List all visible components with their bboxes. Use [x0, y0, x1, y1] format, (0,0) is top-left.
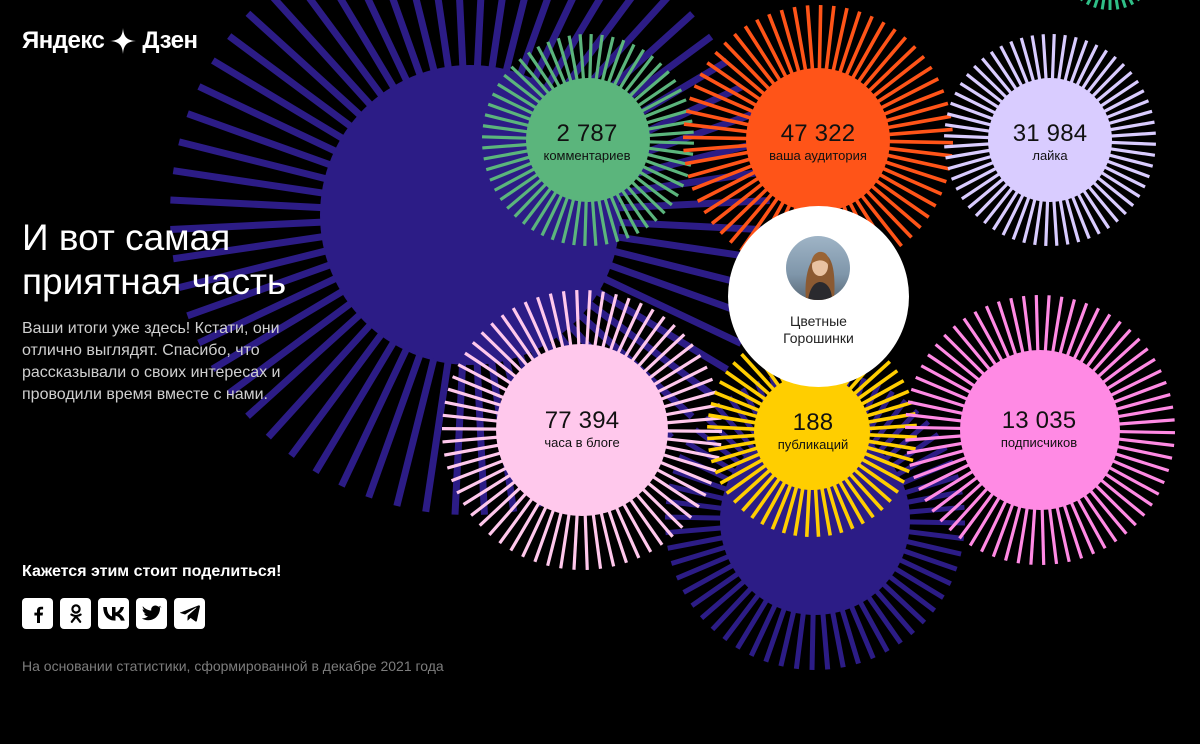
vk-icon: [102, 606, 125, 621]
share-buttons: [22, 598, 205, 629]
share-vk-button[interactable]: [98, 598, 129, 629]
footnote: На основании статистики, сформированной …: [22, 658, 444, 674]
stat-audience-value: 47 322: [780, 120, 856, 147]
stat-hours-label: часа в блоге: [544, 435, 620, 450]
yandex-zen-logo[interactable]: Яндекс Дзен: [22, 26, 198, 56]
stat-comments-value: 2 787: [556, 120, 618, 147]
profile-name-line2: Горошинки: [783, 330, 854, 346]
odnoklassniki-icon: [69, 603, 82, 623]
zen-star-icon: [110, 28, 137, 54]
logo-text-yandex: Яндекс: [22, 27, 105, 54]
stat-subscribers-value: 13 035: [1001, 407, 1077, 434]
teal-burst-corner: [1079, 0, 1141, 10]
profile-card: Цветные Горошинки: [728, 206, 909, 387]
profile-name-line1: Цветные: [790, 313, 847, 329]
avatar: [786, 236, 850, 300]
subscribers-burst: [904, 295, 1176, 565]
telegram-icon: [179, 605, 200, 622]
stat-hours: 77 394 часа в блоге: [497, 407, 667, 451]
intro-text: Ваши итоги уже здесь! Кстати, они отличн…: [22, 320, 281, 403]
facebook-icon: [33, 606, 43, 623]
logo-text-zen: Дзен: [142, 27, 198, 54]
page-headline: И вот самая приятная часть: [22, 217, 287, 302]
stat-likes-value: 31 984: [1012, 120, 1088, 147]
stat-publications: 188 публикаций: [728, 409, 898, 453]
share-twitter-button[interactable]: [136, 598, 167, 629]
stat-likes: 31 984 лайка: [965, 120, 1135, 164]
stat-comments: 2 787 комментариев: [502, 120, 672, 164]
profile-name: Цветные Горошинки: [728, 313, 909, 347]
stat-likes-label: лайка: [1032, 148, 1068, 163]
stat-publications-label: публикаций: [777, 437, 849, 452]
stat-publications-value: 188: [792, 409, 834, 436]
publications-burst: [707, 327, 917, 537]
share-odnoklassniki-button[interactable]: [60, 598, 91, 629]
stat-audience-label: ваша аудитория: [769, 148, 867, 163]
share-facebook-button[interactable]: [22, 598, 53, 629]
stat-hours-value: 77 394: [544, 407, 620, 434]
stat-subscribers: 13 035 подписчиков: [954, 407, 1124, 451]
stat-audience: 47 322 ваша аудитория: [733, 120, 903, 164]
hours-burst: [441, 290, 723, 570]
stat-subscribers-label: подписчиков: [1000, 435, 1078, 450]
comments-burst: [481, 33, 695, 247]
share-title: Кажется этим стоит поделиться!: [22, 563, 282, 580]
twitter-icon: [141, 605, 161, 621]
likes-burst: [944, 34, 1156, 246]
avatar-photo-icon: [786, 236, 850, 300]
stat-comments-label: комментариев: [543, 148, 631, 163]
share-telegram-button[interactable]: [174, 598, 205, 629]
